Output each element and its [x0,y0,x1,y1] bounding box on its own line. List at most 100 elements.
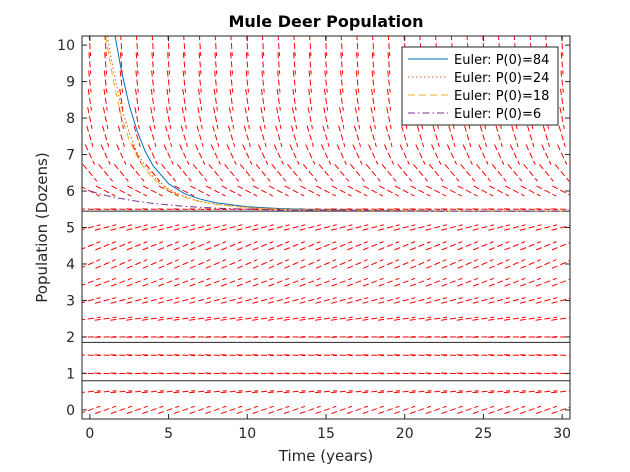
slope-mark [426,185,447,197]
slope-mark [194,144,206,165]
slope-mark [268,277,290,287]
slope-mark [441,277,463,287]
slope-mark [221,405,243,414]
slope-mark [94,297,117,304]
slope-mark [428,163,444,182]
slope-mark [346,354,369,357]
slope-mark [441,405,463,414]
slope-mark [377,354,400,357]
slope-mark [82,241,101,250]
slope-mark [365,163,381,182]
slope-mark [409,372,432,375]
slope-mark [488,316,511,321]
slope-mark [399,144,410,165]
slope-mark [315,277,337,287]
slope-mark [158,259,179,269]
slope-mark [267,224,290,231]
slope-mark [197,107,203,129]
slope-mark [95,185,116,197]
slope-mark [204,372,227,375]
slope-mark [457,259,478,269]
slope-mark [221,259,242,269]
slope-mark [283,224,306,231]
slope-mark [252,372,275,375]
slope-mark [551,297,570,304]
x-axis-title: Time (years) [278,447,373,465]
slope-mark [535,372,558,375]
slope-mark [230,52,233,75]
slope-mark [283,390,306,394]
slope-mark [378,241,400,251]
slope-mark [95,277,117,287]
slope-mark [330,224,353,231]
slope-mark [527,125,535,148]
slope-mark [472,390,495,394]
slope-mark [284,241,305,251]
slope-mark [245,88,250,111]
slope-mark [292,88,297,111]
slope-mark [331,241,353,251]
slope-mark [149,125,157,148]
slope-mark [204,354,227,357]
y-tick-label: 6 [66,184,75,200]
slope-mark [192,163,208,182]
slope-mark [126,372,149,375]
slope-mark [111,259,132,269]
slope-mark [560,52,564,75]
slope-mark [173,224,196,231]
slope-mark [336,144,347,165]
slope-mark [489,185,510,197]
slope-mark [236,224,259,231]
slope-mark [150,88,155,111]
slope-mark [387,52,391,75]
slope-mark [416,125,425,148]
slope-mark [268,259,290,269]
slope-mark [82,163,98,182]
slope-mark [255,163,271,182]
slope-mark [441,224,463,231]
slope-mark [204,316,227,321]
slope-mark [362,208,385,211]
slope-mark [110,372,133,375]
slope-mark [507,163,523,182]
slope-mark [488,354,511,357]
slope-mark [147,144,158,165]
slope-mark [151,52,155,75]
slope-mark [290,125,299,148]
slope-mark [397,163,413,182]
slope-mark [352,144,363,165]
slope-mark [94,390,117,394]
slope-mark [228,107,235,129]
slope-mark [87,88,92,111]
slope-mark [520,405,542,414]
slope-mark [253,185,274,197]
slope-mark [252,316,274,321]
slope-mark [315,405,337,414]
slope-mark [472,208,495,211]
slope-mark [94,372,117,375]
slope-mark [523,163,539,182]
slope-mark [330,354,353,357]
slope-mark [120,36,123,57]
slope-mark [519,354,542,357]
slope-mark [214,36,218,57]
slope-mark [425,297,447,304]
slope-mark [126,208,149,211]
slope-mark [409,208,432,211]
slope-mark [182,52,186,75]
slope-mark [488,241,510,251]
slope-mark [509,144,520,165]
slope-mark [230,36,233,57]
slope-mark [158,241,179,251]
slope-mark [456,224,479,231]
slope-mark [535,316,558,321]
slope-mark [538,163,554,182]
x-tick-label: 0 [85,426,94,442]
slope-mark [346,316,369,321]
slope-mark [425,372,448,375]
slope-mark [503,372,526,375]
slope-mark [559,107,565,129]
slope-mark [94,224,117,231]
slope-mark [488,405,510,414]
slope-mark [197,88,203,111]
